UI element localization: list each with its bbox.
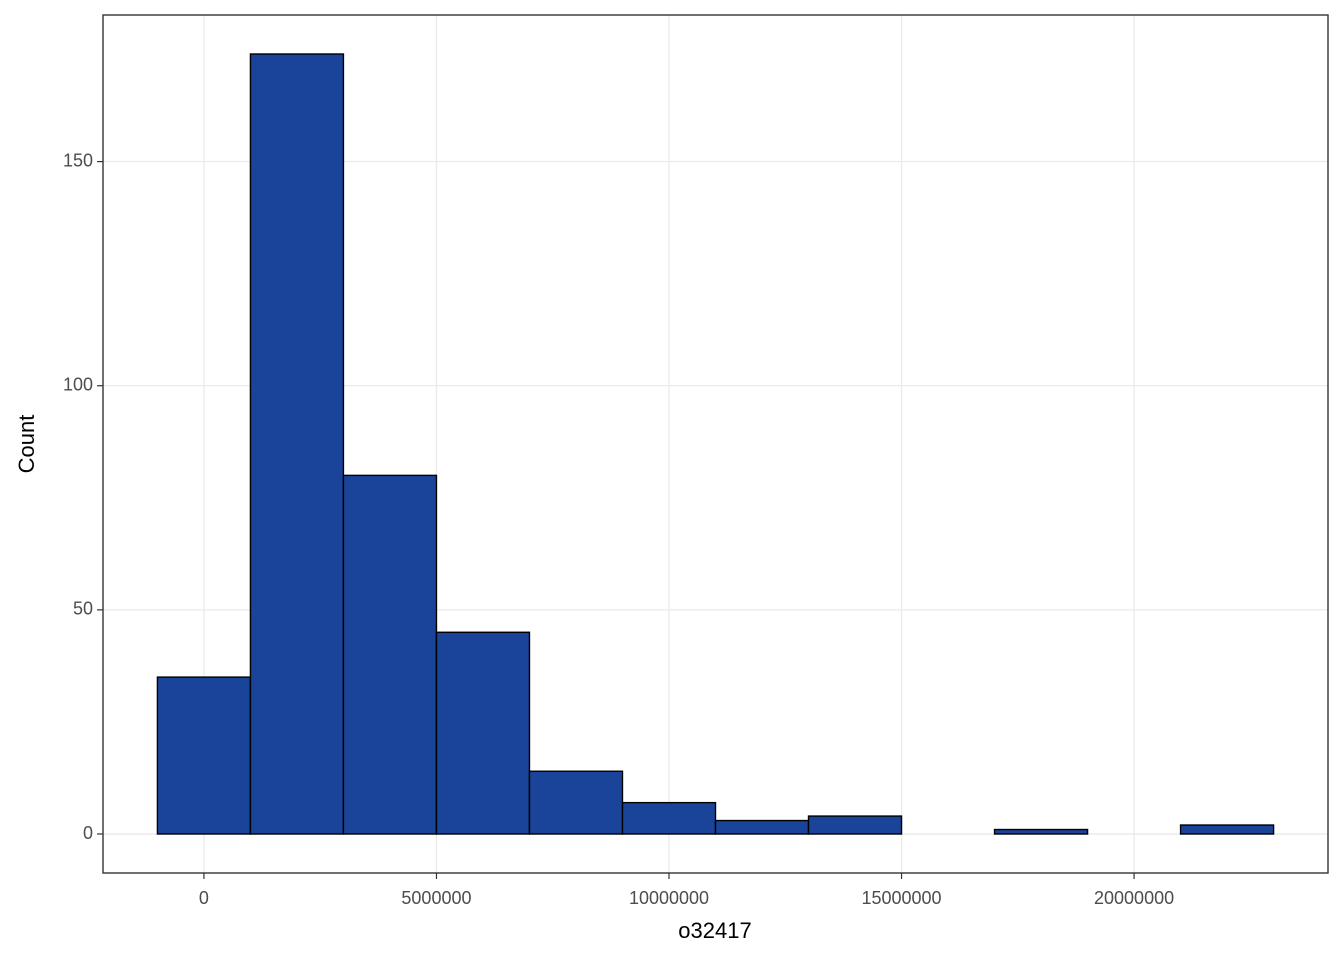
y-axis-title: Count <box>14 415 39 474</box>
bar <box>528 770 624 835</box>
x-tick-label: 5000000 <box>401 888 471 908</box>
y-tick-label: 0 <box>83 823 93 843</box>
y-tick-label: 100 <box>63 374 93 394</box>
bar <box>156 676 252 835</box>
x-axis-title: o32417 <box>678 918 751 943</box>
panel-border <box>102 14 1329 874</box>
bar <box>1179 824 1275 835</box>
bar <box>807 815 903 835</box>
x-tick-label: 15000000 <box>861 888 941 908</box>
bar <box>621 801 717 835</box>
bar <box>249 53 345 835</box>
x-tick-label: 20000000 <box>1094 888 1174 908</box>
bar <box>714 819 810 835</box>
y-tick-label: 150 <box>63 150 93 170</box>
x-tick-label: 0 <box>199 888 209 908</box>
bar <box>993 828 1089 835</box>
bar <box>435 631 531 835</box>
x-tick-label: 10000000 <box>629 888 709 908</box>
y-tick-label: 50 <box>73 599 93 619</box>
bar <box>342 474 438 835</box>
